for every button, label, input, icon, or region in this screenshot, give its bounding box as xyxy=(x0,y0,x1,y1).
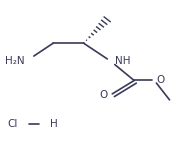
Text: NH: NH xyxy=(115,56,130,66)
Text: Cl: Cl xyxy=(7,119,18,129)
Text: O: O xyxy=(156,76,164,85)
Text: O: O xyxy=(99,90,107,100)
Text: H₂N: H₂N xyxy=(5,56,25,66)
Text: H: H xyxy=(50,119,58,129)
